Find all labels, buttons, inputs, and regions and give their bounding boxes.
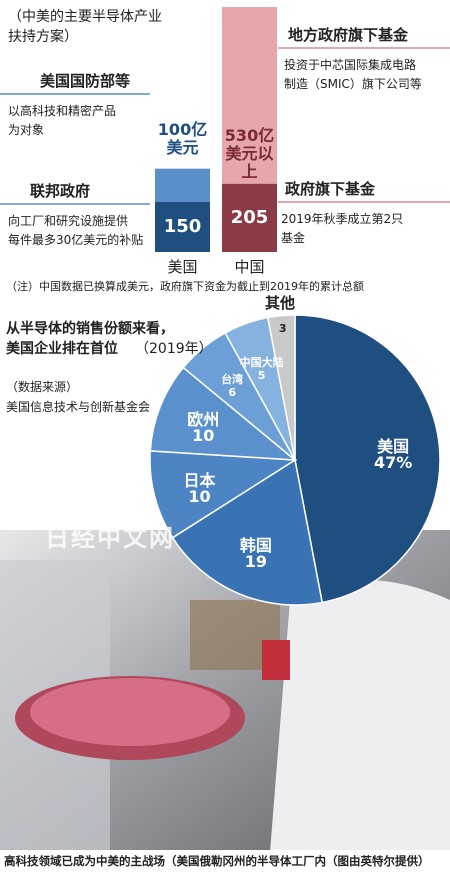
caption: 高科技领域已成为中美的主战场（美国俄勒冈州的半导体工厂内（图由英特尔提供） <box>4 854 430 868</box>
annotation-note: 向工厂和研究设施提供 <box>8 214 129 228</box>
chart-title: 扶持方案） <box>8 29 78 45</box>
value-label: 150 <box>163 216 202 237</box>
annotation-note: 基金 <box>281 231 306 245</box>
x-tick-label: 中国 <box>234 258 265 276</box>
slice-value: 10 <box>188 486 211 506</box>
pie-slice <box>171 458 324 606</box>
slice-value: 5 <box>257 369 266 383</box>
slice-label: 台湾 <box>221 373 244 387</box>
slice-value: 10 <box>192 425 215 445</box>
source: （数据来源） <box>6 380 79 394</box>
slice-value: 19 <box>244 552 267 572</box>
annotation-note: 2019年秋季成立第2只 <box>281 212 404 226</box>
annotation-label: 美国国防部等 <box>40 72 131 90</box>
annotation-label: 联邦政府 <box>30 182 91 200</box>
annotation-note: 以高科技和精密产品 <box>8 104 117 118</box>
slice-label: 中国大陆 <box>239 356 284 370</box>
pie-slice <box>149 450 298 539</box>
slice-value: 47% <box>374 452 413 472</box>
pie-slice <box>294 314 441 604</box>
footnote: （注）中国数据已换算成美元，政府旗下资金为截止到2019年的累计总额 <box>6 280 364 293</box>
slice-label: 美国 <box>377 436 410 456</box>
bar-segment <box>155 168 210 202</box>
slice-label: 欧州 <box>187 409 220 429</box>
value-label: 530亿美元以上 <box>224 126 275 181</box>
value-label: 205 <box>230 206 269 228</box>
slice-label: 其他 <box>265 293 296 312</box>
annotation-note: 每件最多30亿美元的补贴 <box>8 233 144 247</box>
slice-value: 6 <box>228 386 236 400</box>
annotation-note: 为对象 <box>8 123 45 137</box>
chart-title: 美国企业排在首位 <box>6 341 118 357</box>
source: 美国信息技术与创新基金会 <box>6 400 151 414</box>
bar-segment <box>155 202 210 252</box>
annotation-label: 政府旗下基金 <box>285 180 376 198</box>
annotation-label: 地方政府旗下基金 <box>288 26 409 44</box>
slice-label: 日本 <box>183 470 216 490</box>
slice-label: 韩国 <box>239 536 272 556</box>
pie-slice <box>266 314 296 461</box>
annotation-note: 制造（SMIC）旗下公司等 <box>284 77 422 91</box>
slice-value: 3 <box>278 321 287 335</box>
value-label: 100亿美元 <box>157 119 208 157</box>
x-tick-label: 美国 <box>167 258 198 276</box>
bar-segment <box>222 7 277 184</box>
chart-subtitle: （2019年） <box>135 341 213 357</box>
pie-slice <box>149 366 298 461</box>
chart-title: 从半导体的销售份额来看， <box>6 321 174 337</box>
bar-segment <box>222 183 277 252</box>
annotation-note: 投资于中芯国际集成电路 <box>284 58 417 72</box>
chart-title: （中美的主要半导体产业 <box>8 9 162 25</box>
watermark: 日经中文网 <box>45 524 175 552</box>
